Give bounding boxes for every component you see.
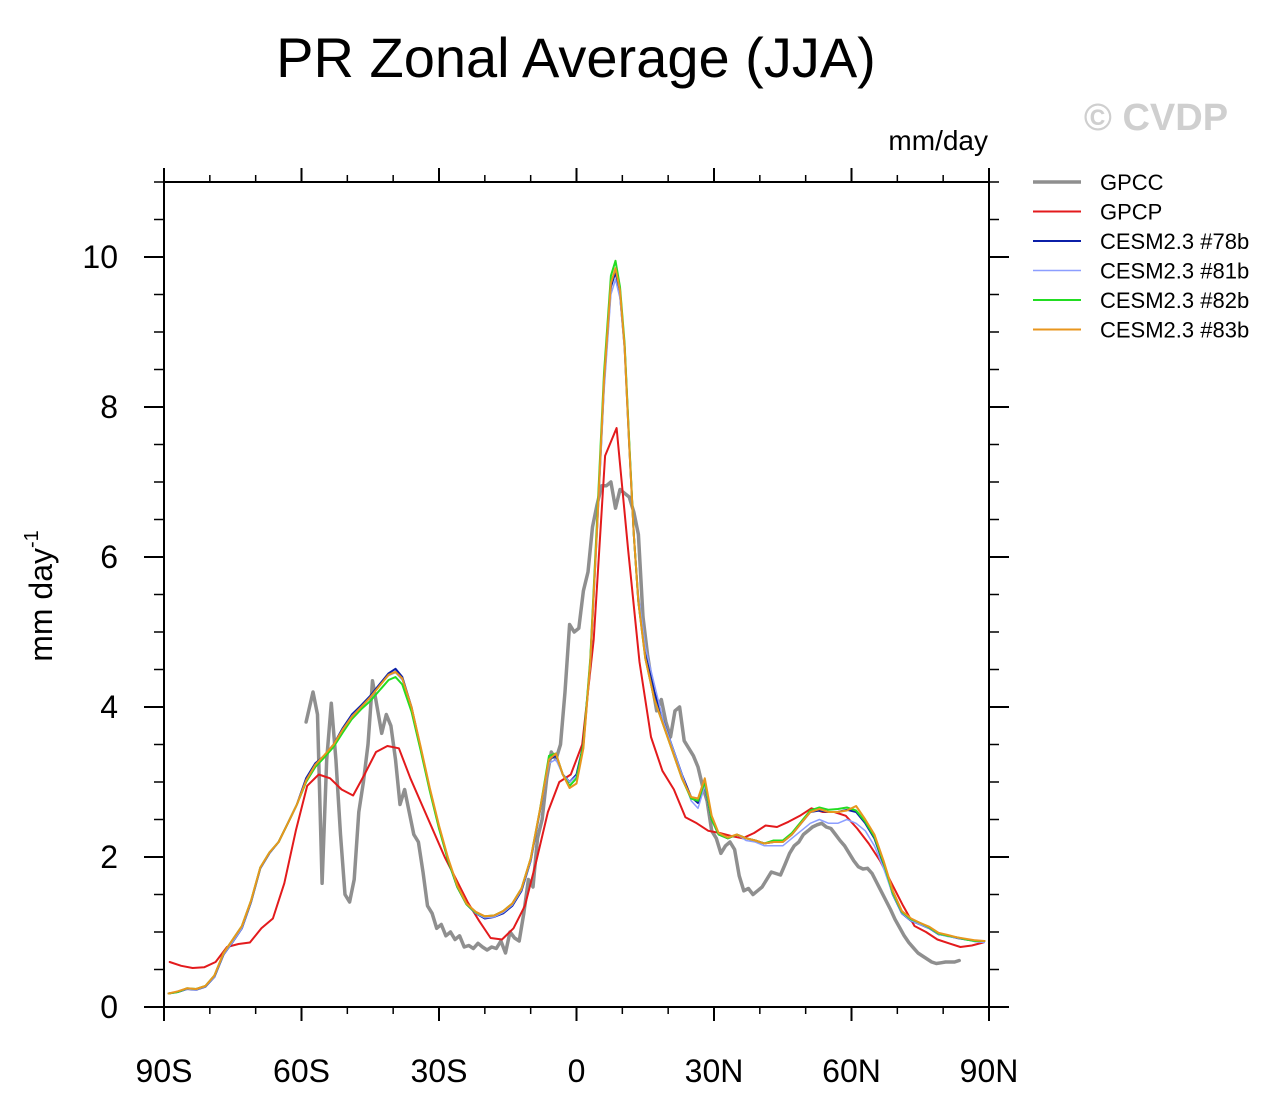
x-tick-label: 30S bbox=[411, 1053, 468, 1089]
x-tick-label: 0 bbox=[568, 1053, 586, 1089]
watermark: © CVDP bbox=[1084, 97, 1228, 139]
series-line-gpcc bbox=[304, 480, 961, 966]
y-tick-label: 4 bbox=[100, 689, 118, 725]
legend-label-cesm2-3-83b: CESM2.3 #83b bbox=[1100, 318, 1249, 343]
legend-label-gpcp: GPCP bbox=[1100, 200, 1162, 225]
y-tick-label: 2 bbox=[100, 839, 118, 875]
series-line-cesm2-3-83b bbox=[167, 267, 986, 995]
legend: GPCC GPCP CESM2.3 #78b CESM2.3 #81b CESM2.3 … bbox=[1033, 170, 1249, 343]
y-tick-label: 0 bbox=[100, 989, 118, 1025]
plot-lines bbox=[167, 259, 986, 995]
series-line-cesm2-3-78b bbox=[167, 271, 986, 995]
legend-label-cesm2-3-82b: CESM2.3 #82b bbox=[1100, 288, 1249, 313]
x-tick-label: 90N bbox=[960, 1053, 1019, 1089]
y-tick-label: 8 bbox=[100, 389, 118, 425]
legend-label-cesm2-3-81b: CESM2.3 #81b bbox=[1100, 259, 1249, 284]
y-tick-label: 6 bbox=[100, 539, 118, 575]
y-tick-label: 10 bbox=[82, 239, 118, 275]
x-tick-labels: 90S 60S 30S 0 30N 60N 90N bbox=[136, 1053, 1019, 1089]
series-line-gpcp bbox=[168, 427, 985, 969]
y-axis-label-exponent: -1 bbox=[21, 530, 43, 548]
x-tick-label: 60S bbox=[273, 1053, 330, 1089]
y-axis-label: mm day-1 bbox=[21, 530, 59, 662]
series-line-cesm2-3-82b bbox=[167, 259, 986, 995]
y-tick-labels: 0 2 4 6 8 10 bbox=[82, 239, 118, 1025]
units-label: mm/day bbox=[888, 125, 988, 156]
y-axis-label-text: mm day bbox=[23, 548, 59, 662]
x-tick-label: 60N bbox=[822, 1053, 881, 1089]
series-line-cesm2-3-81b bbox=[167, 278, 986, 995]
legend-label-cesm2-3-78b: CESM2.3 #78b bbox=[1100, 229, 1249, 254]
chart-title: PR Zonal Average (JJA) bbox=[276, 26, 876, 89]
plot-frame bbox=[163, 181, 990, 1008]
legend-label-gpcc: GPCC bbox=[1100, 170, 1164, 195]
axis-ticks bbox=[144, 168, 1009, 1021]
x-tick-label: 90S bbox=[136, 1053, 193, 1089]
x-tick-label: 30N bbox=[685, 1053, 744, 1089]
